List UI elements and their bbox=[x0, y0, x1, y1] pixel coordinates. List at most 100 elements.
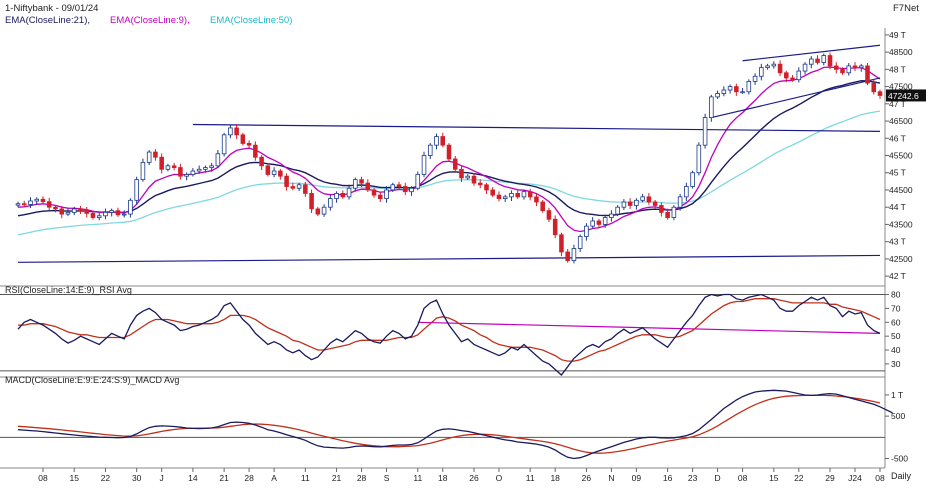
price-tick-label: 46500 bbox=[889, 116, 913, 126]
candle-down bbox=[403, 186, 408, 193]
candle-down bbox=[552, 218, 558, 236]
candle-up bbox=[577, 236, 583, 249]
ema50-legend: EMA(CloseLine:50) bbox=[210, 15, 292, 26]
candle-down bbox=[378, 194, 383, 199]
candle-down bbox=[865, 65, 870, 84]
x-tick-label: O bbox=[496, 473, 503, 483]
x-tick-label: 08 bbox=[38, 473, 48, 483]
candle-down bbox=[240, 134, 246, 144]
candle-up bbox=[634, 199, 639, 206]
x-tick-label: 15 bbox=[769, 473, 779, 483]
last-price-label: 47242.6 bbox=[888, 91, 919, 101]
candle-down bbox=[40, 198, 46, 203]
candle-down bbox=[371, 189, 377, 196]
candle-up bbox=[71, 208, 77, 213]
panel-frames bbox=[0, 28, 886, 469]
x-tick-label: 28 bbox=[357, 473, 367, 483]
candle-down bbox=[21, 203, 27, 206]
candle-down bbox=[303, 184, 308, 194]
candle-up bbox=[621, 201, 627, 208]
candle-down bbox=[877, 91, 883, 96]
candle-up bbox=[677, 196, 683, 208]
candle-up bbox=[715, 93, 720, 98]
candle-up bbox=[765, 65, 770, 69]
candle-up bbox=[671, 206, 677, 218]
x-tick-label: 08 bbox=[738, 473, 748, 483]
candle-up bbox=[146, 151, 152, 163]
price-tick-label: 47500 bbox=[889, 82, 913, 92]
candle-up bbox=[134, 179, 139, 201]
x-tick-label: J24 bbox=[848, 473, 862, 483]
candle-up bbox=[590, 220, 595, 227]
candle-down bbox=[490, 189, 495, 196]
rsi-line bbox=[17, 293, 881, 376]
candle-up bbox=[809, 58, 814, 65]
candle-up bbox=[521, 191, 527, 198]
x-tick-label: 28 bbox=[244, 473, 254, 483]
candle-up bbox=[190, 170, 196, 175]
x-tick-label: D bbox=[715, 473, 721, 483]
candle-up bbox=[328, 198, 333, 208]
chart-title: 1-Niftybank - 09/01/24 bbox=[5, 3, 98, 14]
x-tick-label: 18 bbox=[550, 473, 560, 483]
candle-down bbox=[840, 68, 845, 74]
x-tick-label: 11 bbox=[526, 473, 535, 483]
x-tick-label: 16 bbox=[663, 473, 673, 483]
candlesticks bbox=[15, 52, 883, 264]
candle-up bbox=[434, 136, 439, 146]
candle-up bbox=[802, 63, 808, 72]
candle-down bbox=[827, 55, 833, 67]
candle-up bbox=[702, 117, 708, 146]
x-tick-label: 21 bbox=[219, 473, 229, 483]
candle-down bbox=[59, 208, 64, 215]
price-tick-label: 43500 bbox=[889, 219, 913, 229]
candle-down bbox=[309, 193, 314, 210]
x-tick-label: 30 bbox=[132, 473, 142, 483]
candle-up bbox=[571, 248, 577, 262]
ema9-legend: EMA(CloseLine:9), bbox=[110, 15, 190, 26]
x-tick-label: 21 bbox=[332, 473, 342, 483]
macd-panel bbox=[0, 389, 893, 460]
candle-down bbox=[834, 65, 839, 70]
candle-up bbox=[858, 65, 864, 69]
x-tick-label: 11 bbox=[301, 473, 310, 483]
rsi-title: RSI(CloseLine:14:E:9)_RSI Avg bbox=[5, 285, 132, 295]
candle-down bbox=[90, 212, 96, 218]
candle-down bbox=[515, 193, 520, 198]
candle-down bbox=[278, 170, 283, 177]
candle-down bbox=[471, 175, 477, 184]
price-tick-label: 43 T bbox=[889, 237, 906, 247]
candle-down bbox=[315, 208, 321, 215]
ema21-line bbox=[17, 79, 881, 217]
candle-up bbox=[209, 165, 214, 168]
candle-down bbox=[452, 158, 458, 170]
candle-down bbox=[646, 196, 652, 203]
candle-up bbox=[96, 215, 102, 218]
candle-down bbox=[565, 251, 570, 262]
candle-up bbox=[640, 196, 645, 201]
candle-up bbox=[196, 168, 202, 172]
candle-up bbox=[821, 55, 827, 63]
x-tick-label: 15 bbox=[69, 473, 79, 483]
ema21-legend: EMA(CloseLine:21), bbox=[5, 15, 90, 26]
candle-down bbox=[234, 127, 239, 136]
candle-down bbox=[265, 165, 271, 175]
rsi-tick-label: 40 bbox=[891, 345, 901, 355]
price-tick-label: 47 T bbox=[889, 99, 906, 109]
trendline-3 bbox=[742, 44, 881, 62]
candle-down bbox=[734, 86, 739, 93]
candle-up bbox=[509, 193, 514, 198]
candle-up bbox=[334, 193, 339, 199]
price-tick-label: 48500 bbox=[889, 47, 913, 57]
price-tick-label: 46 T bbox=[889, 133, 906, 143]
ema50-line bbox=[17, 110, 881, 236]
price-tick-label: 42500 bbox=[889, 254, 913, 264]
x-tick-label: A bbox=[271, 473, 277, 483]
candle-up bbox=[109, 210, 114, 213]
timeframe-label: Daily bbox=[891, 471, 912, 481]
candle-up bbox=[215, 153, 221, 167]
candle-down bbox=[852, 65, 858, 69]
candle-down bbox=[777, 63, 783, 74]
candle-up bbox=[602, 217, 608, 225]
